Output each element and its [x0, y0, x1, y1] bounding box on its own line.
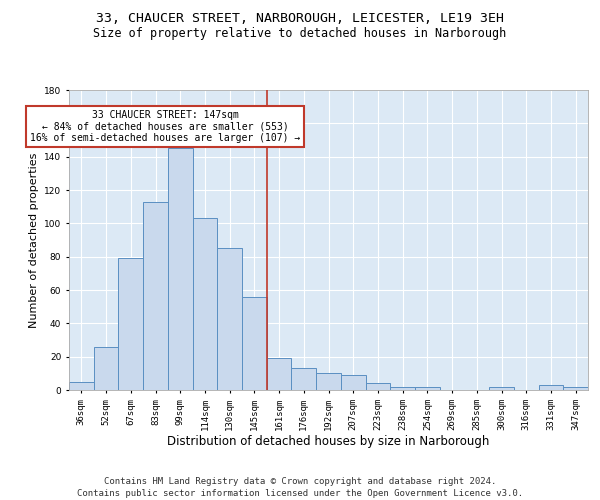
Bar: [193, 218, 217, 390]
Text: 33, CHAUCER STREET, NARBOROUGH, LEICESTER, LE19 3EH: 33, CHAUCER STREET, NARBOROUGH, LEICESTE…: [96, 12, 504, 26]
Bar: [365, 384, 390, 390]
Bar: [415, 386, 440, 390]
Text: 33 CHAUCER STREET: 147sqm
← 84% of detached houses are smaller (553)
16% of semi: 33 CHAUCER STREET: 147sqm ← 84% of detac…: [30, 110, 300, 142]
Bar: [390, 386, 415, 390]
Bar: [539, 385, 563, 390]
Bar: [168, 148, 193, 390]
Bar: [316, 374, 341, 390]
Bar: [267, 358, 292, 390]
Bar: [242, 296, 267, 390]
Bar: [217, 248, 242, 390]
Text: Contains HM Land Registry data © Crown copyright and database right 2024.: Contains HM Land Registry data © Crown c…: [104, 476, 496, 486]
Y-axis label: Number of detached properties: Number of detached properties: [29, 152, 38, 328]
Bar: [341, 375, 365, 390]
Bar: [118, 258, 143, 390]
Text: Contains public sector information licensed under the Open Government Licence v3: Contains public sector information licen…: [77, 490, 523, 498]
Bar: [489, 386, 514, 390]
Bar: [94, 346, 118, 390]
Text: Size of property relative to detached houses in Narborough: Size of property relative to detached ho…: [94, 28, 506, 40]
X-axis label: Distribution of detached houses by size in Narborough: Distribution of detached houses by size …: [167, 436, 490, 448]
Bar: [563, 386, 588, 390]
Bar: [69, 382, 94, 390]
Bar: [143, 202, 168, 390]
Bar: [292, 368, 316, 390]
